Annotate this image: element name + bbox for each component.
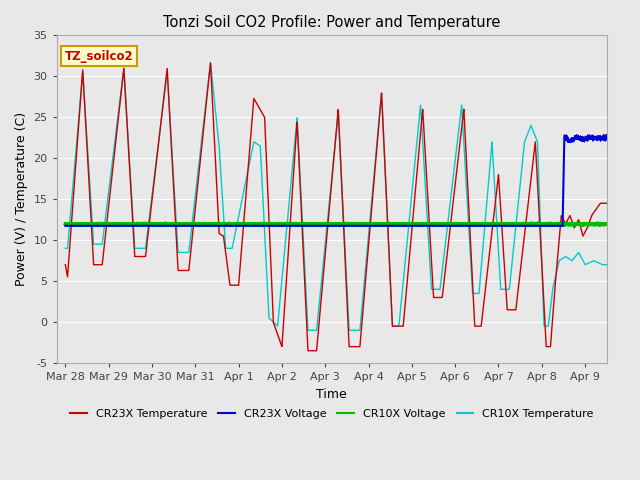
Title: Tonzi Soil CO2 Profile: Power and Temperature: Tonzi Soil CO2 Profile: Power and Temper… <box>163 15 500 30</box>
Text: TZ_soilco2: TZ_soilco2 <box>65 50 134 63</box>
Y-axis label: Power (V) / Temperature (C): Power (V) / Temperature (C) <box>15 112 28 286</box>
X-axis label: Time: Time <box>316 388 347 401</box>
Legend: CR23X Temperature, CR23X Voltage, CR10X Voltage, CR10X Temperature: CR23X Temperature, CR23X Voltage, CR10X … <box>65 404 598 423</box>
